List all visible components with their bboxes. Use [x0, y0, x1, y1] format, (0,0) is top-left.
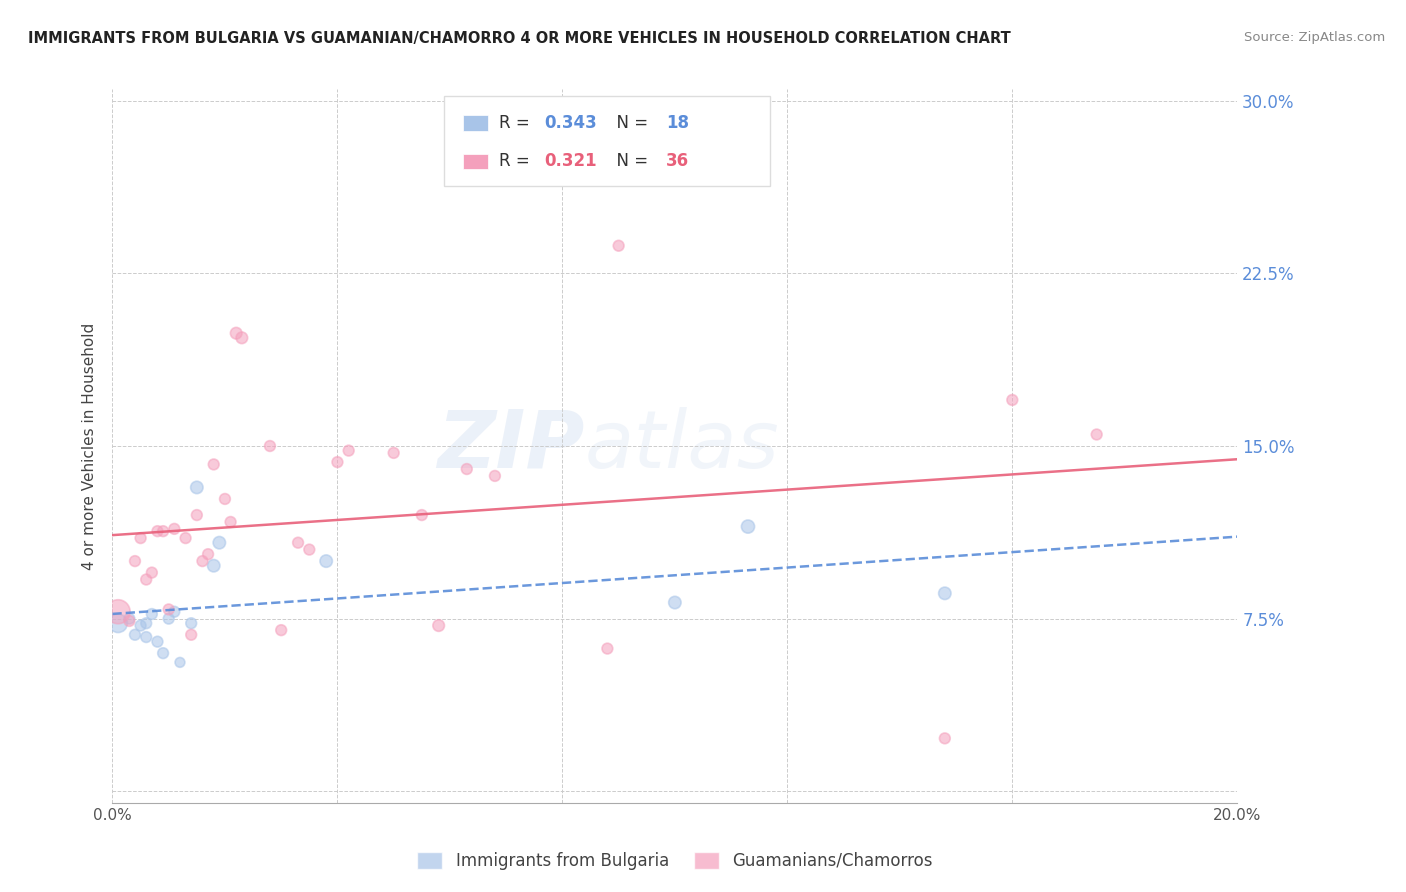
Point — [382, 446, 405, 460]
Point — [163, 522, 186, 536]
Text: R =: R = — [499, 153, 536, 170]
Point — [124, 628, 146, 642]
Point — [107, 616, 129, 631]
Text: Source: ZipAtlas.com: Source: ZipAtlas.com — [1244, 31, 1385, 45]
Point — [191, 554, 214, 568]
Point — [315, 554, 337, 568]
Point — [934, 586, 956, 600]
Point — [152, 646, 174, 660]
Point — [146, 524, 169, 538]
Point — [1001, 392, 1024, 407]
Point — [197, 547, 219, 561]
Text: N =: N = — [606, 114, 654, 132]
Point — [141, 566, 163, 580]
Point — [146, 634, 169, 648]
Point — [118, 614, 141, 628]
Point — [259, 439, 281, 453]
Point — [186, 480, 208, 494]
Point — [208, 535, 231, 549]
Y-axis label: 4 or more Vehicles in Household: 4 or more Vehicles in Household — [82, 322, 97, 570]
Point — [456, 462, 478, 476]
Text: R =: R = — [499, 114, 536, 132]
Point — [326, 455, 349, 469]
Point — [129, 531, 152, 545]
Point — [337, 443, 360, 458]
Point — [157, 602, 180, 616]
Text: 0.321: 0.321 — [544, 153, 598, 170]
Point — [118, 612, 141, 626]
Point — [202, 458, 225, 472]
Point — [934, 731, 956, 746]
Point — [129, 618, 152, 632]
Point — [135, 573, 157, 587]
Point — [411, 508, 433, 522]
Point — [180, 616, 202, 631]
Text: 18: 18 — [666, 114, 689, 132]
Point — [225, 326, 247, 341]
Point — [202, 558, 225, 573]
Point — [186, 508, 208, 522]
Legend: Immigrants from Bulgaria, Guamanians/Chamorros: Immigrants from Bulgaria, Guamanians/Cha… — [411, 845, 939, 877]
Text: 0.343: 0.343 — [544, 114, 598, 132]
Point — [596, 641, 619, 656]
Text: atlas: atlas — [585, 407, 780, 485]
Point — [231, 331, 253, 345]
Point — [135, 630, 157, 644]
Point — [737, 519, 759, 533]
Text: 36: 36 — [666, 153, 689, 170]
Point — [287, 535, 309, 549]
FancyBboxPatch shape — [464, 153, 488, 169]
Point — [214, 491, 236, 506]
Point — [607, 238, 630, 252]
Text: IMMIGRANTS FROM BULGARIA VS GUAMANIAN/CHAMORRO 4 OR MORE VEHICLES IN HOUSEHOLD C: IMMIGRANTS FROM BULGARIA VS GUAMANIAN/CH… — [28, 31, 1011, 46]
Point — [174, 531, 197, 545]
Point — [169, 656, 191, 670]
Point — [427, 618, 450, 632]
Point — [1085, 427, 1108, 442]
Point — [152, 524, 174, 538]
FancyBboxPatch shape — [464, 115, 488, 131]
Point — [124, 554, 146, 568]
Point — [270, 623, 292, 637]
Point — [163, 605, 186, 619]
Point — [135, 616, 157, 631]
Text: N =: N = — [606, 153, 654, 170]
Point — [180, 628, 202, 642]
FancyBboxPatch shape — [444, 96, 770, 186]
Point — [484, 469, 506, 483]
Point — [107, 605, 129, 619]
Point — [298, 542, 321, 557]
Point — [219, 515, 242, 529]
Point — [157, 612, 180, 626]
Text: ZIP: ZIP — [437, 407, 585, 485]
Point — [664, 595, 686, 609]
Point — [141, 607, 163, 621]
